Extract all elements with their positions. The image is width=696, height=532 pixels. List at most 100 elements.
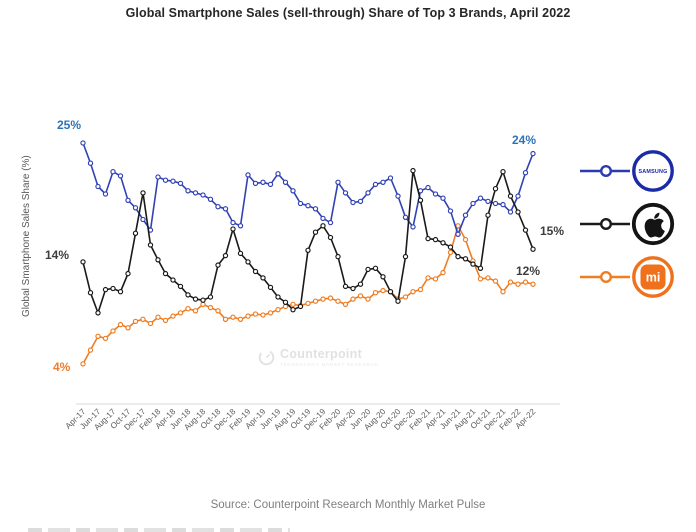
samsung-marker: [297, 200, 304, 207]
samsung-marker: [387, 175, 394, 181]
apple-marker: [245, 259, 251, 265]
xiaomi-marker: [140, 316, 146, 322]
apple-marker: [372, 265, 379, 271]
apple-marker: [342, 283, 349, 290]
apple-marker: [515, 209, 521, 215]
xiaomi-marker: [275, 307, 281, 313]
samsung-marker: [215, 204, 221, 210]
xiaomi-marker: [237, 316, 244, 322]
samsung-marker: [237, 223, 244, 229]
apple-marker: [305, 247, 311, 253]
apple-marker: [380, 274, 386, 280]
apple-marker: [357, 281, 364, 287]
apple-marker: [252, 268, 259, 275]
xiaomi-marker: [110, 328, 116, 334]
samsung-line-sample: [580, 165, 630, 178]
cropped-text-fragment: [28, 528, 290, 532]
samsung-marker: [380, 179, 386, 185]
xiaomi-marker: [267, 310, 274, 316]
samsung-marker: [522, 170, 529, 176]
samsung-marker: [350, 199, 356, 206]
samsung-marker: [440, 195, 446, 201]
samsung-marker: [282, 179, 289, 185]
samsung-marker: [155, 174, 161, 180]
apple-marker: [117, 289, 124, 295]
xiaomi-marker: [132, 318, 139, 325]
samsung-marker: [185, 188, 191, 194]
apple-marker: [530, 246, 536, 252]
xiaomi-marker: [155, 314, 161, 320]
samsung-marker: [507, 209, 514, 215]
xiaomi-marker: [252, 311, 259, 317]
samsung-marker: [372, 181, 379, 188]
apple-marker: [155, 257, 161, 263]
apple-marker: [95, 310, 101, 316]
apple-marker: [500, 169, 506, 175]
xiaomi-marker: [200, 301, 206, 308]
xiaomi-marker: [102, 335, 109, 342]
xiaomi-marker: [177, 310, 184, 316]
xiaomi-marker: [357, 293, 364, 299]
apple-marker: [387, 289, 394, 295]
xiaomi-marker: [342, 301, 349, 308]
samsung-marker: [470, 200, 476, 207]
samsung-marker: [312, 206, 319, 212]
svg-text:mi: mi: [646, 271, 661, 285]
xiaomi-marker: [432, 276, 439, 282]
apple-marker: [470, 261, 476, 267]
samsung-marker: [395, 193, 401, 199]
apple-marker: [492, 186, 499, 192]
xiaomi-marker: [380, 287, 386, 294]
apple-start-label: 14%: [45, 248, 70, 262]
xiaomi-marker: [402, 294, 409, 300]
xiaomi-marker: [290, 301, 296, 308]
xiaomi-marker: [260, 312, 266, 318]
samsung-marker: [515, 193, 521, 199]
xiaomi-marker: [230, 314, 236, 320]
apple-marker: [192, 296, 199, 302]
samsung-marker: [260, 179, 266, 185]
xiaomi-marker: [185, 306, 191, 312]
apple-marker: [485, 212, 491, 218]
apple-marker: [440, 240, 446, 246]
samsung-marker: [162, 177, 169, 183]
samsung-marker: [500, 201, 506, 208]
xiaomi-marker: [305, 300, 311, 307]
samsung-marker: [410, 224, 416, 230]
series-apple: [80, 167, 536, 316]
apple-marker: [402, 253, 409, 260]
apple-marker: [447, 244, 454, 250]
xiaomi-marker: [447, 249, 454, 256]
apple-marker: [290, 307, 296, 313]
apple-logo-icon: [631, 202, 675, 246]
samsung-marker: [177, 180, 184, 187]
x-axis-tick-labels: Apr-17Jun-17Aug-17Oct-17Dec-17Feb-18Apr-…: [64, 407, 538, 432]
apple-marker: [455, 253, 461, 260]
xiaomi-marker: [245, 313, 251, 319]
apple-marker: [507, 193, 514, 199]
apple-marker: [395, 298, 401, 304]
apple-marker: [365, 266, 371, 273]
samsung-marker: [95, 183, 101, 190]
svg-text:SAMSUNG: SAMSUNG: [639, 169, 668, 175]
series-samsung: [80, 140, 536, 237]
xiaomi-marker: [162, 317, 169, 324]
apple-line-sample: [580, 218, 630, 231]
apple-marker: [267, 284, 274, 291]
samsung-marker: [140, 216, 146, 223]
apple-marker: [320, 223, 326, 229]
apple-marker: [185, 292, 191, 298]
samsung-marker: [342, 190, 349, 196]
xiaomi-marker: [365, 296, 371, 302]
xiaomi-marker: [485, 275, 491, 281]
xiaomi-marker: [125, 325, 131, 331]
apple-marker: [177, 283, 184, 290]
apple-marker: [432, 236, 439, 243]
samsung-marker: [455, 231, 461, 237]
apple-marker: [110, 285, 116, 292]
apple-marker: [162, 270, 169, 277]
apple-marker: [477, 265, 484, 271]
samsung-marker: [447, 208, 454, 214]
apple-end-label: 15%: [540, 224, 565, 238]
